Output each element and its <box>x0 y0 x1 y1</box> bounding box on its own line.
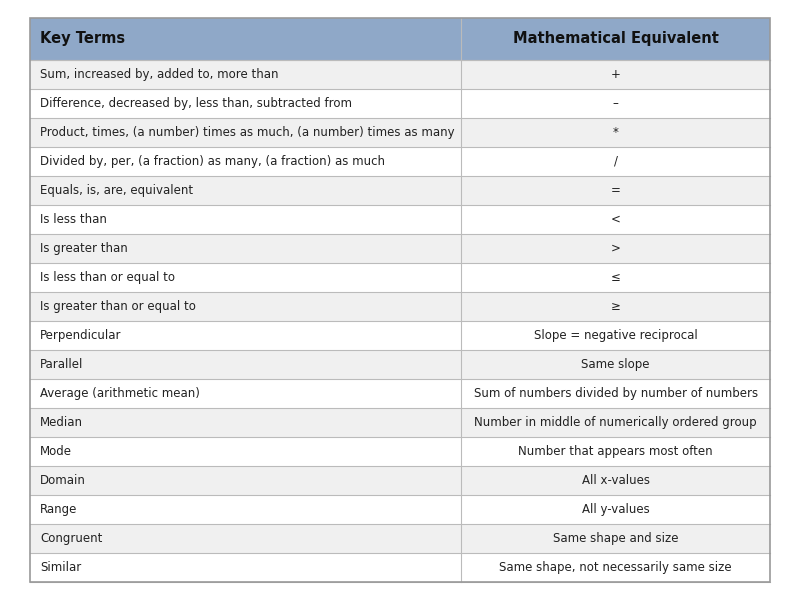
Bar <box>30 553 462 582</box>
Text: Perpendicular: Perpendicular <box>40 329 122 342</box>
Text: Domain: Domain <box>40 474 86 487</box>
Bar <box>30 350 462 379</box>
Bar <box>30 234 462 263</box>
Text: All y-values: All y-values <box>582 503 650 516</box>
Text: Difference, decreased by, less than, subtracted from: Difference, decreased by, less than, sub… <box>40 97 352 110</box>
Bar <box>462 118 770 147</box>
Bar <box>462 18 770 60</box>
Text: Similar: Similar <box>40 561 82 574</box>
Bar <box>462 524 770 553</box>
Bar <box>30 263 462 292</box>
Text: Divided by, per, (a fraction) as many, (a fraction) as much: Divided by, per, (a fraction) as many, (… <box>40 155 385 168</box>
Text: Mode: Mode <box>40 445 72 458</box>
Bar <box>462 176 770 205</box>
Bar <box>30 18 462 60</box>
Bar <box>462 147 770 176</box>
Text: Product, times, (a number) times as much, (a number) times as many: Product, times, (a number) times as much… <box>40 126 454 139</box>
Bar <box>462 89 770 118</box>
Text: /: / <box>614 155 618 168</box>
Text: Range: Range <box>40 503 78 516</box>
Text: Equals, is, are, equivalent: Equals, is, are, equivalent <box>40 184 193 197</box>
Bar <box>462 553 770 582</box>
Bar <box>462 408 770 437</box>
Bar <box>30 147 462 176</box>
Bar <box>462 205 770 234</box>
Text: Is less than: Is less than <box>40 213 107 226</box>
Text: Sum, increased by, added to, more than: Sum, increased by, added to, more than <box>40 68 278 81</box>
Text: Same shape and size: Same shape and size <box>553 532 678 545</box>
Bar <box>462 495 770 524</box>
Text: Median: Median <box>40 416 83 429</box>
Bar <box>30 89 462 118</box>
Text: Mathematical Equivalent: Mathematical Equivalent <box>513 31 718 46</box>
Text: –: – <box>613 97 618 110</box>
Bar <box>462 234 770 263</box>
Bar <box>30 60 462 89</box>
Text: All x-values: All x-values <box>582 474 650 487</box>
Bar <box>462 437 770 466</box>
Bar <box>30 408 462 437</box>
Text: Number in middle of numerically ordered group: Number in middle of numerically ordered … <box>474 416 757 429</box>
Bar <box>30 495 462 524</box>
Text: ≤: ≤ <box>610 271 621 284</box>
Bar <box>462 350 770 379</box>
Text: Same slope: Same slope <box>582 358 650 371</box>
Bar <box>30 321 462 350</box>
Bar <box>462 263 770 292</box>
Bar <box>462 321 770 350</box>
Text: Parallel: Parallel <box>40 358 83 371</box>
Bar <box>462 292 770 321</box>
Bar <box>30 205 462 234</box>
Text: Sum of numbers divided by number of numbers: Sum of numbers divided by number of numb… <box>474 387 758 400</box>
Text: *: * <box>613 126 618 139</box>
Text: Is less than or equal to: Is less than or equal to <box>40 271 175 284</box>
Bar <box>462 379 770 408</box>
Text: <: < <box>610 213 621 226</box>
Bar <box>30 379 462 408</box>
Bar <box>30 118 462 147</box>
Bar <box>462 60 770 89</box>
Text: +: + <box>610 68 621 81</box>
Text: >: > <box>610 242 621 255</box>
Text: Congruent: Congruent <box>40 532 102 545</box>
Text: Key Terms: Key Terms <box>40 31 125 46</box>
Text: Same shape, not necessarily same size: Same shape, not necessarily same size <box>499 561 732 574</box>
Text: ≥: ≥ <box>610 300 621 313</box>
Bar <box>30 524 462 553</box>
Text: Number that appears most often: Number that appears most often <box>518 445 713 458</box>
Bar <box>30 292 462 321</box>
Bar <box>30 466 462 495</box>
Text: Average (arithmetic mean): Average (arithmetic mean) <box>40 387 200 400</box>
Text: =: = <box>610 184 621 197</box>
Bar <box>30 176 462 205</box>
Bar <box>30 437 462 466</box>
Bar <box>462 466 770 495</box>
Text: Is greater than or equal to: Is greater than or equal to <box>40 300 196 313</box>
Text: Slope = negative reciprocal: Slope = negative reciprocal <box>534 329 698 342</box>
Text: Is greater than: Is greater than <box>40 242 128 255</box>
